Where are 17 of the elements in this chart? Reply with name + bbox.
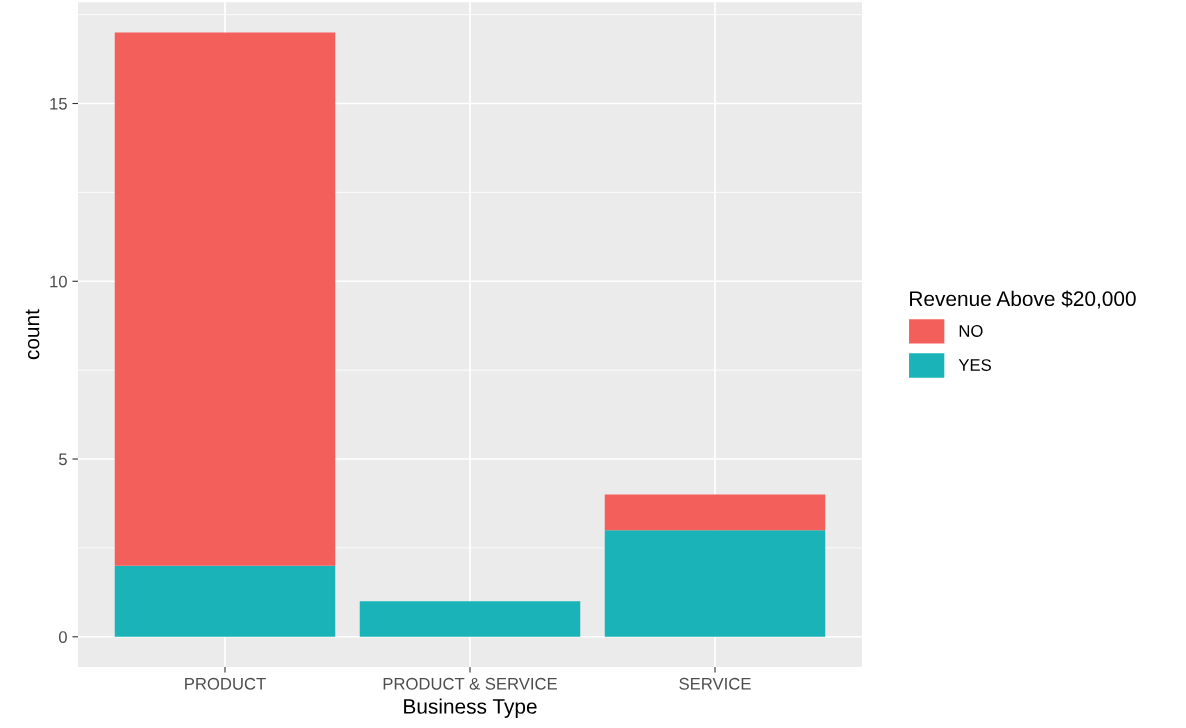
bar: [359, 601, 581, 637]
x-tick-label: PRODUCT: [185, 677, 266, 690]
bar: [604, 494, 826, 531]
legend-label: NO: [959, 325, 983, 337]
x-tick-label: PRODUCT & SERVICE: [383, 677, 557, 690]
legend-label: YES: [958, 359, 991, 371]
legend-title: Revenue Above $20,000: [910, 290, 1136, 309]
x-tick-label: SERVICE: [679, 677, 751, 690]
y-axis-title: count: [25, 309, 40, 360]
bar: [114, 32, 336, 566]
x-axis-title: Business Type: [404, 698, 537, 718]
bar: [604, 530, 826, 637]
y-tick-label: 15: [50, 98, 67, 110]
bar: [114, 565, 336, 637]
y-tick-label: 0: [58, 631, 67, 643]
y-tick-label: 10: [50, 275, 67, 288]
y-tick-label: 5: [58, 453, 67, 466]
